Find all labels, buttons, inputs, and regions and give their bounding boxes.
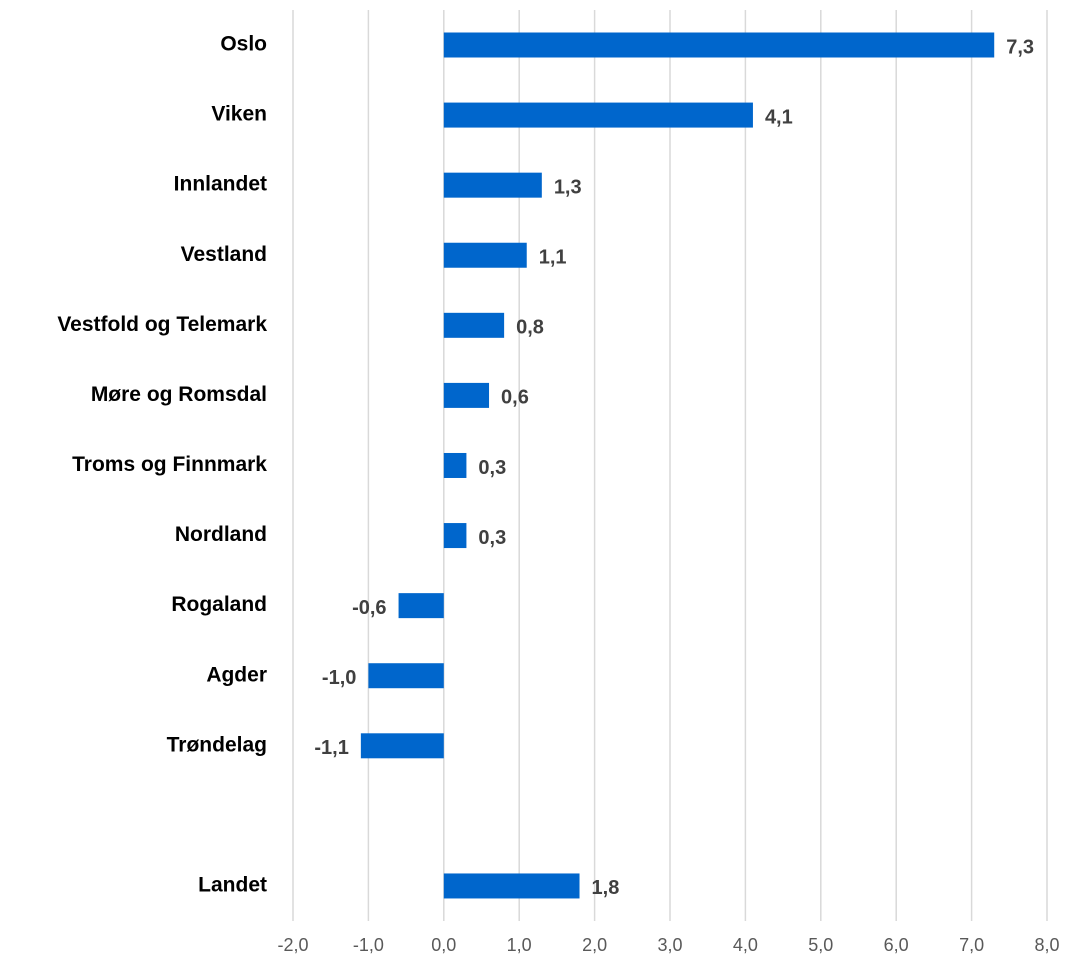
data-label: 0,6: [501, 387, 529, 409]
y-tick-label: Viken: [211, 103, 267, 126]
y-tick-label: Nordland: [175, 523, 267, 546]
y-tick-label: Innlandet: [174, 173, 267, 196]
data-label: 7,3: [1006, 36, 1034, 58]
data-label: 1,3: [554, 176, 582, 198]
x-tick-label: 0,0: [431, 935, 456, 955]
y-tick-label: Oslo: [220, 33, 267, 56]
bar: [443, 452, 467, 478]
data-label: 1,1: [539, 247, 567, 269]
y-tick-label: Troms og Finnmark: [72, 453, 267, 476]
data-label: 0,3: [478, 527, 506, 549]
y-tick-label: Rogaland: [171, 593, 267, 616]
bar: [443, 32, 995, 58]
x-tick-label: 3,0: [657, 935, 682, 955]
y-tick-label: Møre og Romsdal: [91, 383, 267, 406]
data-label: 0,8: [516, 317, 544, 339]
x-tick-label: 6,0: [884, 935, 909, 955]
bar: [443, 873, 580, 899]
x-tick-label: 4,0: [733, 935, 758, 955]
y-tick-label: Agder: [206, 663, 267, 686]
bar: [443, 523, 467, 549]
y-tick-label: Vestland: [181, 243, 267, 266]
x-tick-label: -2,0: [277, 935, 308, 955]
data-label: 1,8: [592, 877, 620, 899]
x-tick-label: 1,0: [507, 935, 532, 955]
bar: [443, 172, 542, 198]
x-tick-label: 7,0: [959, 935, 984, 955]
y-tick-label: Landet: [198, 874, 267, 897]
bar: [360, 733, 444, 759]
bar: [443, 102, 753, 128]
data-label: 4,1: [765, 106, 793, 128]
y-tick-label: Trøndelag: [167, 733, 267, 756]
x-tick-label: 5,0: [808, 935, 833, 955]
data-label: -1,1: [314, 737, 348, 759]
data-label: 0,3: [478, 457, 506, 479]
bar: [443, 382, 490, 408]
bar: [443, 312, 505, 338]
bar: [443, 242, 527, 268]
x-tick-label: 8,0: [1034, 935, 1059, 955]
x-tick-label: -1,0: [353, 935, 384, 955]
bar: [368, 663, 444, 689]
data-label: -0,6: [352, 597, 386, 619]
bar: [398, 593, 444, 619]
data-label: -1,0: [322, 667, 356, 689]
x-tick-label: 2,0: [582, 935, 607, 955]
y-tick-label: Vestfold og Telemark: [57, 313, 267, 336]
